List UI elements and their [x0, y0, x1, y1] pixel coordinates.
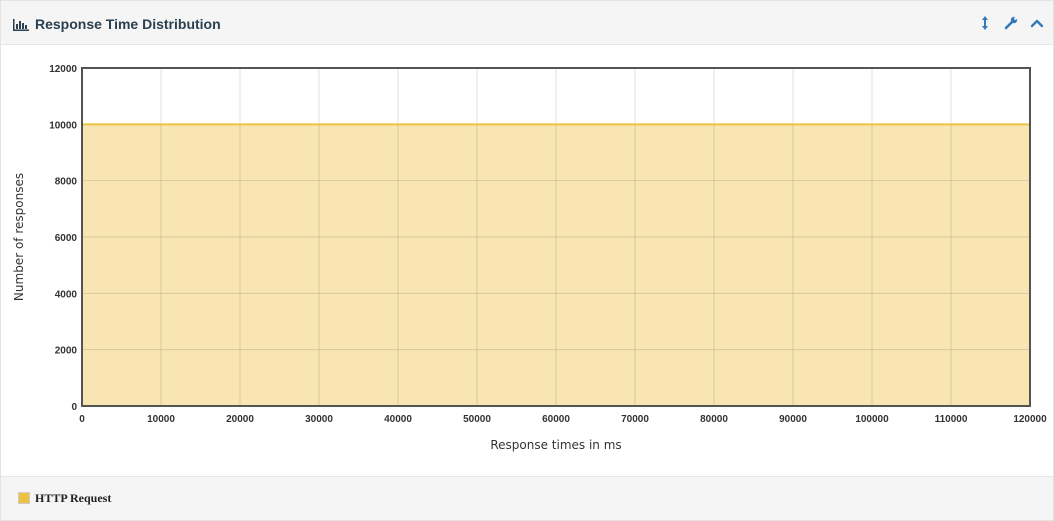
panel-header: Response Time Distribution — [1, 1, 1053, 45]
plot-border — [81, 67, 1031, 407]
y-tick-label: 0 — [71, 402, 77, 413]
legend: HTTP Request — [1, 476, 1053, 520]
x-tick-label: 0 — [79, 414, 85, 425]
response-time-chart: 0 10000 20000 30000 40000 50000 60000 70000 8000… — [12, 64, 1047, 452]
x-tick-label: 40000 — [384, 414, 412, 425]
y-tick-label: 2000 — [55, 346, 78, 357]
x-tick-label: 50000 — [463, 414, 491, 425]
x-tick-label: 70000 — [621, 414, 649, 425]
x-tick-label: 100000 — [855, 414, 889, 425]
chart-area: 0 10000 20000 30000 40000 50000 60000 70000 8000… — [1, 45, 1053, 476]
y-tick-label: 8000 — [55, 177, 78, 188]
x-tick-label: 20000 — [226, 414, 254, 425]
y-tick-label: 4000 — [55, 289, 78, 300]
x-tick-label: 120000 — [1013, 414, 1047, 425]
x-tick-label: 30000 — [305, 414, 333, 425]
y-tick-label: 10000 — [49, 120, 77, 131]
x-tick-label: 10000 — [147, 414, 175, 425]
x-tick-label: 80000 — [700, 414, 728, 425]
x-tick-label: 90000 — [779, 414, 807, 425]
y-tick-label: 6000 — [55, 233, 78, 244]
x-tick-label: 110000 — [935, 414, 968, 425]
y-tick-label: 12000 — [49, 64, 77, 75]
resize-vertical-icon[interactable] — [977, 15, 993, 31]
legend-swatch[interactable] — [18, 492, 30, 504]
bar-chart-icon — [13, 18, 29, 31]
panel-title: Response Time Distribution — [35, 16, 221, 32]
y-axis-label: Number of responses — [12, 173, 26, 301]
x-axis-label: Response times in ms — [490, 438, 621, 452]
x-tick-label: 60000 — [542, 414, 570, 425]
legend-label-http-request[interactable]: HTTP Request — [35, 491, 112, 505]
wrench-icon[interactable] — [1003, 15, 1019, 31]
series-area-http-request — [82, 124, 1030, 406]
chevron-up-icon[interactable] — [1029, 15, 1045, 31]
